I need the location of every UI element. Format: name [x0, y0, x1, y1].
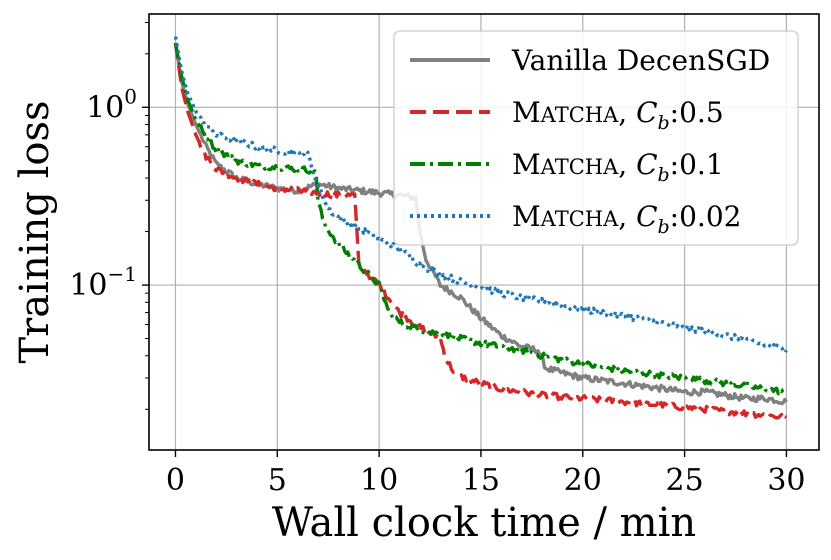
x-axis: 0 5 10 15 20 25 30: [166, 450, 806, 498]
legend-separator: ,: [618, 200, 636, 233]
legend-subscript: b: [658, 112, 670, 134]
legend-label-2: MATCHA, Cb:0.1: [512, 148, 724, 186]
legend-smallcaps-rest: ATCHA: [540, 103, 619, 127]
legend-smallcaps-rest: ATCHA: [540, 207, 619, 231]
series-line-2: [173, 42, 788, 396]
legend-variable: C: [636, 96, 657, 129]
y-tick-base: 10: [86, 90, 124, 125]
series-line-3: [173, 36, 788, 355]
x-tick-label: 10: [360, 463, 398, 498]
legend-text: Vanilla DecenSGD: [511, 44, 770, 77]
y-tick-label: 100: [86, 84, 137, 125]
series-line-0: [173, 42, 788, 406]
x-tick-label: 30: [767, 463, 805, 498]
legend-variable: C: [636, 200, 657, 233]
legend-subscript: b: [658, 216, 670, 238]
legend-value: :0.1: [670, 148, 724, 181]
legend-value: :0.02: [670, 200, 742, 233]
legend-smallcaps-first: M: [512, 96, 541, 129]
legend-label-0: Vanilla DecenSGD: [511, 44, 770, 77]
x-tick-label: 20: [564, 463, 602, 498]
legend-value: :0.5: [670, 96, 724, 129]
x-tick-label: 25: [665, 463, 703, 498]
legend-smallcaps-first: M: [512, 148, 541, 181]
legend-label-1: MATCHA, Cb:0.5: [512, 96, 724, 134]
legend-separator: ,: [618, 148, 636, 181]
y-tick-base: 10: [69, 268, 107, 303]
x-tick-label: 5: [268, 463, 287, 498]
x-axis-label: Wall clock time / min: [272, 500, 696, 546]
legend-box: [393, 30, 799, 246]
y-tick-label: 10−1: [69, 262, 137, 303]
legend-smallcaps-first: M: [512, 200, 541, 233]
legend-separator: ,: [618, 96, 636, 129]
y-axis-label: Training loss: [12, 100, 58, 363]
series-line-1: [173, 42, 788, 421]
x-tick-label: 0: [166, 463, 185, 498]
legend-subscript: b: [658, 164, 670, 186]
x-tick-label: 15: [462, 463, 500, 498]
y-tick-exponent: 0: [124, 84, 137, 108]
series-group: [173, 36, 788, 421]
legend-smallcaps-rest: ATCHA: [540, 155, 619, 179]
legend-variable: C: [636, 148, 657, 181]
legend-label-3: MATCHA, Cb:0.02: [512, 200, 741, 238]
y-tick-exponent: −1: [108, 262, 137, 286]
